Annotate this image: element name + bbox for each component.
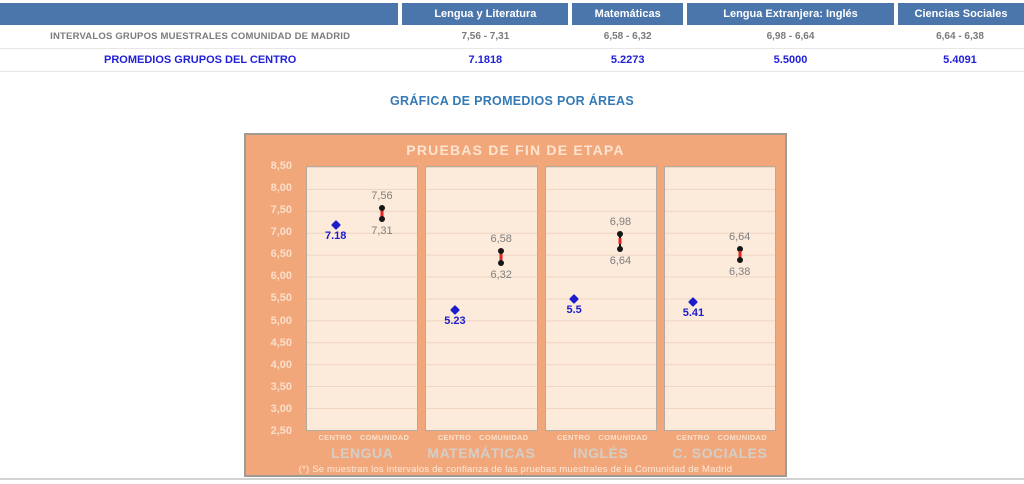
interval-high-label: 6,64 [729, 230, 751, 243]
centro-point-marker [330, 219, 341, 230]
chart-title: PRUEBAS DE FIN DE ETAPA [406, 142, 625, 158]
y-tick-label: 7,00 [270, 226, 292, 239]
x-sublabels: CENTRO COMUNIDAD [664, 433, 776, 444]
interval-midpoint-marker [380, 210, 384, 217]
y-axis: 8,50 8,00 7,50 7,00 6,50 6,00 5,50 5,00 … [255, 160, 299, 437]
interval-midpoint-marker [499, 253, 503, 260]
group-name-lengua: LENGUA [331, 445, 394, 461]
table-cell: 6,98 - 6,64 [685, 25, 896, 49]
section-title: GRÁFICA DE PROMEDIOS POR ÁREAS [390, 94, 634, 108]
column-header-sociales: Ciencias Sociales [893, 3, 1024, 25]
panel-column-lengua: 7,56 7,31 7.18 CENTRO COMUNIDAD LENGUA [306, 166, 419, 461]
chart-plot-area: 8,50 8,00 7,50 7,00 6,50 6,00 5,50 5,00 … [246, 160, 785, 461]
table-cell: 6,64 - 6,38 [895, 25, 1024, 49]
centro-point-marker [688, 297, 699, 308]
interval-midpoint-marker [618, 238, 622, 245]
chart-panel-lengua: 7,56 7,31 7.18 [306, 166, 419, 431]
chart-footnote: (*) Se muestran los intervalos de confia… [298, 464, 733, 475]
column-header-ingles: Lengua Extranjera: Inglés [683, 3, 896, 25]
centro-point-marker [449, 305, 460, 316]
y-tick-label: 6,50 [270, 248, 292, 261]
bottom-separator [0, 478, 1024, 480]
chart-panel-ingles: 6,98 6,64 5.5 [544, 166, 657, 431]
table-header-row: Lengua y Literatura Matemáticas Lengua E… [0, 3, 1024, 25]
panel-column-ingles: 6,98 6,64 5.5 CENTRO COMUNIDAD INGLÉS [544, 166, 657, 461]
y-tick-label: 4,00 [270, 358, 292, 371]
panel-column-csociales: 6,64 6,38 5.41 CENTRO COMUNIDAD C. SOCIA… [663, 166, 776, 461]
centro-point-marker [569, 293, 580, 304]
x-sublabel-centro: CENTRO [556, 433, 591, 442]
chart-panel-matematicas: 6,58 6,32 5.23 [425, 166, 538, 431]
x-sublabel-comunidad: COMUNIDAD [598, 433, 648, 442]
x-sublabel-centro: CENTRO [318, 433, 352, 442]
y-tick-label: 4,50 [270, 336, 292, 349]
group-name-ingles: INGLÉS [573, 445, 629, 461]
x-sublabels: CENTRO COMUNIDAD [425, 433, 537, 444]
results-table: Lengua y Literatura Matemáticas Lengua E… [0, 3, 1024, 72]
table-cell: 5.4091 [895, 48, 1024, 72]
interval-low-label: 6,38 [729, 265, 751, 278]
panel-column-matematicas: 6,58 6,32 5.23 CENTRO COMUNIDAD MATEMÁTI… [425, 166, 538, 461]
confidence-interval [499, 251, 503, 263]
y-tick-label: 7,50 [270, 204, 292, 217]
interval-low-label: 7,31 [371, 225, 393, 238]
row-label: PROMEDIOS GRUPOS DEL CENTRO [0, 48, 401, 72]
table-cell: 6,58 - 6,32 [570, 25, 686, 49]
x-sublabel-comunidad: COMUNIDAD [479, 433, 529, 442]
y-tick-label: 3,00 [270, 402, 292, 415]
confidence-interval [380, 208, 384, 220]
centro-value-label: 5.5 [566, 303, 582, 316]
interval-low-label: 6,32 [490, 268, 512, 281]
table-row-promedios: PROMEDIOS GRUPOS DEL CENTRO 7.1818 5.227… [0, 48, 1024, 72]
x-sublabel-comunidad: COMUNIDAD [359, 433, 410, 442]
column-header-matematicas: Matemáticas [568, 3, 686, 25]
x-sublabel-centro: CENTRO [437, 433, 472, 442]
y-tick-label: 6,00 [270, 270, 292, 283]
table-cell: 7,56 - 7,31 [400, 25, 571, 49]
row-label: INTERVALOS GRUPOS MUESTRALES COMUNIDAD D… [0, 25, 401, 49]
table-cell: 5.2273 [570, 48, 686, 72]
y-tick-label: 2,50 [270, 424, 292, 437]
centro-value-label: 7.18 [324, 229, 347, 242]
confidence-interval [738, 248, 742, 260]
centro-value-label: 5.23 [444, 315, 466, 328]
y-tick-label: 8,00 [270, 182, 292, 195]
table-cell: 7.1818 [400, 48, 571, 72]
y-tick-label: 8,50 [270, 160, 292, 172]
chart-container: PRUEBAS DE FIN DE ETAPA 8,50 8,00 7,50 7… [244, 133, 787, 477]
group-name-matematicas: MATEMÁTICAS [427, 445, 536, 461]
column-header-empty [0, 3, 401, 25]
table-row-intervalos: INTERVALOS GRUPOS MUESTRALES COMUNIDAD D… [0, 25, 1024, 49]
x-sublabels: CENTRO COMUNIDAD [306, 433, 418, 444]
interval-low-label: 6,64 [609, 254, 632, 267]
y-tick-label: 5,50 [270, 292, 292, 305]
x-sublabel-centro: CENTRO [676, 433, 710, 442]
y-tick-label: 3,50 [270, 380, 292, 393]
y-tick-label: 5,00 [270, 314, 292, 327]
column-header-lengua: Lengua y Literatura [398, 3, 571, 25]
interval-midpoint-marker [738, 251, 742, 258]
x-sublabel-comunidad: COMUNIDAD [717, 433, 767, 442]
table-cell: 5.5000 [685, 48, 896, 72]
interval-high-label: 6,98 [609, 215, 632, 228]
group-name-csociales: C. SOCIALES [672, 445, 768, 461]
chart-panel-csociales: 6,64 6,38 5.41 [663, 166, 776, 431]
interval-high-label: 7,56 [371, 190, 393, 203]
interval-high-label: 6,58 [490, 233, 512, 246]
confidence-interval [618, 233, 622, 249]
x-sublabels: CENTRO COMUNIDAD [545, 433, 657, 444]
centro-value-label: 5.41 [682, 307, 705, 320]
